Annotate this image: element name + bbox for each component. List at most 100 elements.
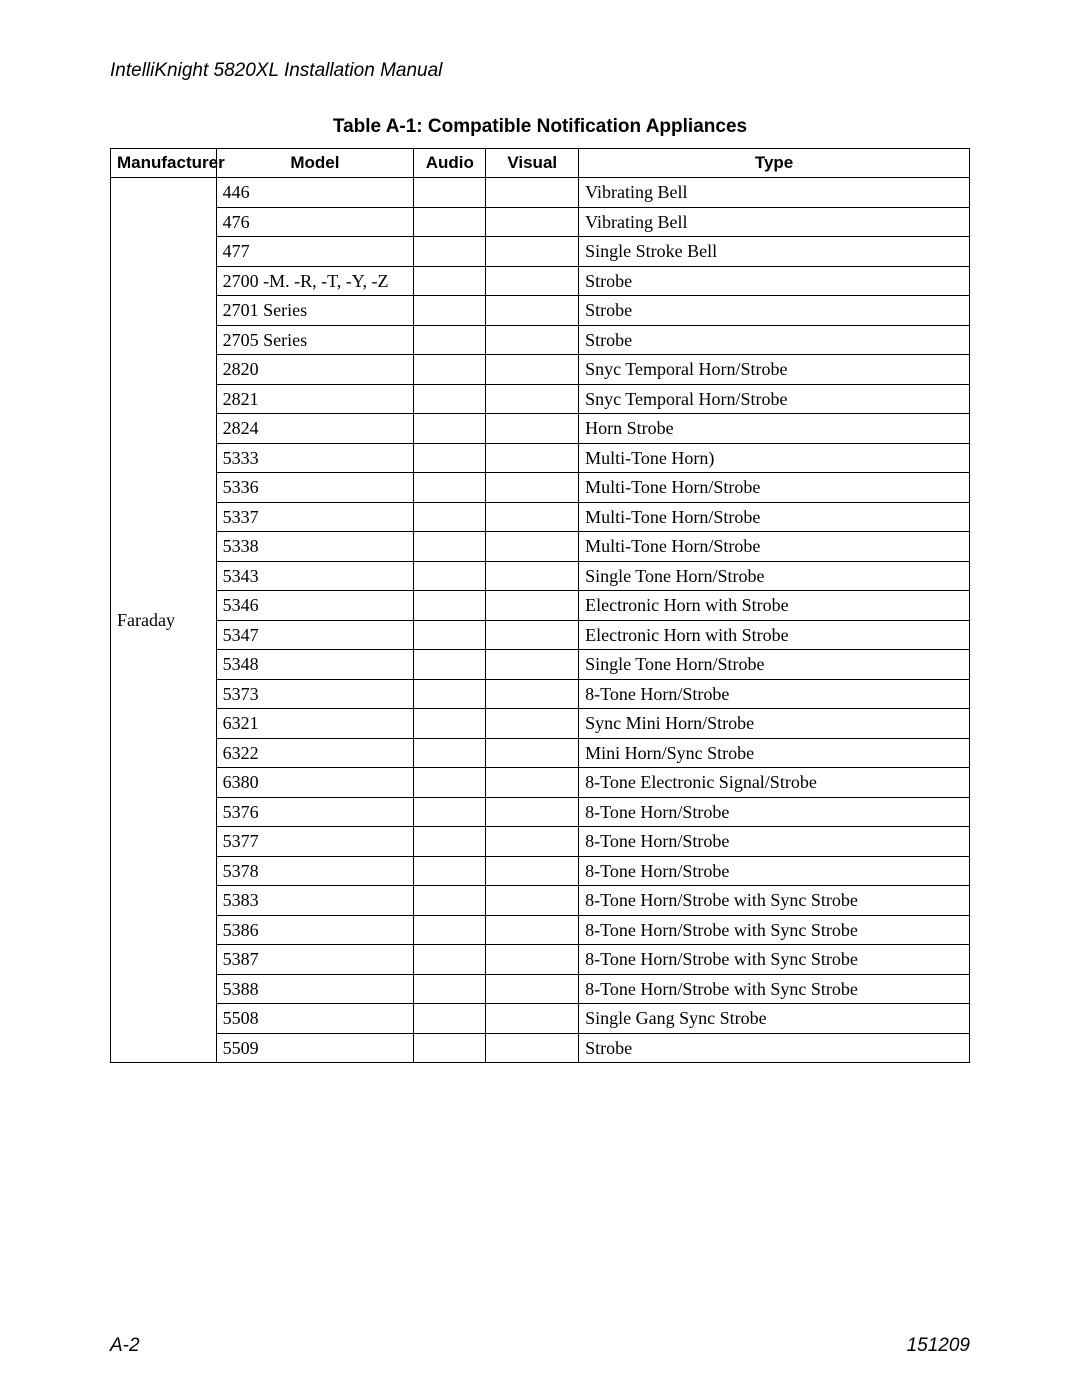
cell-model: 5338 [216,532,414,562]
cell-type: Multi-Tone Horn/Strobe [579,473,970,503]
table-row: 5336 Multi-Tone Horn/Strobe [111,473,970,503]
cell-model: 2824 [216,414,414,444]
table-row: 5333Multi-Tone Horn) [111,443,970,473]
cell-audio [414,473,486,503]
cell-audio [414,1004,486,1034]
cell-audio [414,296,486,326]
cell-model: 5383 [216,886,414,916]
col-header-audio: Audio [414,149,486,178]
cell-audio [414,414,486,444]
cell-model: 2701 Series [216,296,414,326]
cell-model: 2705 Series [216,325,414,355]
cell-model: 5373 [216,679,414,709]
cell-type: Single Gang Sync Strobe [579,1004,970,1034]
cell-model: 5509 [216,1033,414,1063]
cell-visual [486,207,579,237]
cell-visual [486,915,579,945]
table-row: 2700 -M. -R, -T, -Y, -ZStrobe [111,266,970,296]
cell-audio [414,384,486,414]
cell-type: Mini Horn/Sync Strobe [579,738,970,768]
cell-visual [486,1004,579,1034]
cell-model: 5333 [216,443,414,473]
cell-audio [414,709,486,739]
cell-audio [414,325,486,355]
table-row: 2701 SeriesStrobe [111,296,970,326]
col-header-visual: Visual [486,149,579,178]
table-row: 5338 Multi-Tone Horn/Strobe [111,532,970,562]
cell-visual [486,414,579,444]
cell-model: 477 [216,237,414,267]
cell-visual [486,679,579,709]
table-row: 2821Snyc Temporal Horn/Strobe [111,384,970,414]
cell-visual [486,945,579,975]
table-row: 6321Sync Mini Horn/Strobe [111,709,970,739]
cell-visual [486,473,579,503]
table-title: Table A-1: Compatible Notification Appli… [110,116,970,138]
table-row: Faraday446Vibrating Bell [111,178,970,208]
cell-audio [414,591,486,621]
cell-model: 5387 [216,945,414,975]
cell-visual [486,532,579,562]
table-row: 5348Single Tone Horn/Strobe [111,650,970,680]
table-row: 476Vibrating Bell [111,207,970,237]
cell-model: 5378 [216,856,414,886]
cell-type: 8-Tone Horn/Strobe with Sync Strobe [579,974,970,1004]
document-page: IntelliKnight 5820XL Installation Manual… [0,0,1080,1397]
cell-visual [486,266,579,296]
cell-type: Electronic Horn with Strobe [579,591,970,621]
cell-type: Multi-Tone Horn/Strobe [579,532,970,562]
cell-visual [486,237,579,267]
cell-visual [486,886,579,916]
cell-model: 2820 [216,355,414,385]
table-row: 2824Horn Strobe [111,414,970,444]
cell-audio [414,974,486,1004]
cell-model: 5343 [216,561,414,591]
cell-manufacturer: Faraday [111,178,217,1063]
cell-type: 8-Tone Horn/Strobe [579,797,970,827]
col-header-model: Model [216,149,414,178]
cell-model: 446 [216,178,414,208]
cell-visual [486,443,579,473]
cell-audio [414,502,486,532]
cell-type: Single Tone Horn/Strobe [579,650,970,680]
cell-model: 5376 [216,797,414,827]
cell-model: 5346 [216,591,414,621]
cell-audio [414,1033,486,1063]
cell-audio [414,178,486,208]
cell-type: Snyc Temporal Horn/Strobe [579,384,970,414]
cell-audio [414,266,486,296]
table-row: 2820Snyc Temporal Horn/Strobe [111,355,970,385]
cell-type: 8-Tone Horn/Strobe with Sync Strobe [579,945,970,975]
table-row: 477Single Stroke Bell [111,237,970,267]
cell-visual [486,709,579,739]
cell-model: 5337 [216,502,414,532]
cell-visual [486,384,579,414]
cell-type: Electronic Horn with Strobe [579,620,970,650]
cell-type: Sync Mini Horn/Strobe [579,709,970,739]
table-row: 5376 8-Tone Horn/Strobe [111,797,970,827]
cell-type: 8-Tone Horn/Strobe with Sync Strobe [579,915,970,945]
cell-visual [486,797,579,827]
cell-type: 8-Tone Electronic Signal/Strobe [579,768,970,798]
cell-visual [486,355,579,385]
table-row: 63808-Tone Electronic Signal/Strobe [111,768,970,798]
table-row: 5509Strobe [111,1033,970,1063]
cell-visual [486,974,579,1004]
cell-audio [414,237,486,267]
cell-model: 5336 [216,473,414,503]
table-row: 5346 Electronic Horn with Strobe [111,591,970,621]
table-row: 53778-Tone Horn/Strobe [111,827,970,857]
cell-audio [414,620,486,650]
cell-visual [486,856,579,886]
cell-model: 5388 [216,974,414,1004]
cell-audio [414,768,486,798]
cell-audio [414,945,486,975]
appliances-table: Manufacturer Model Audio Visual Type Far… [110,148,970,1063]
cell-type: Single Tone Horn/Strobe [579,561,970,591]
cell-type: 8-Tone Horn/Strobe [579,856,970,886]
cell-audio [414,650,486,680]
cell-type: Strobe [579,266,970,296]
cell-visual [486,1033,579,1063]
table-row: 5347Electronic Horn with Strobe [111,620,970,650]
cell-type: Vibrating Bell [579,207,970,237]
